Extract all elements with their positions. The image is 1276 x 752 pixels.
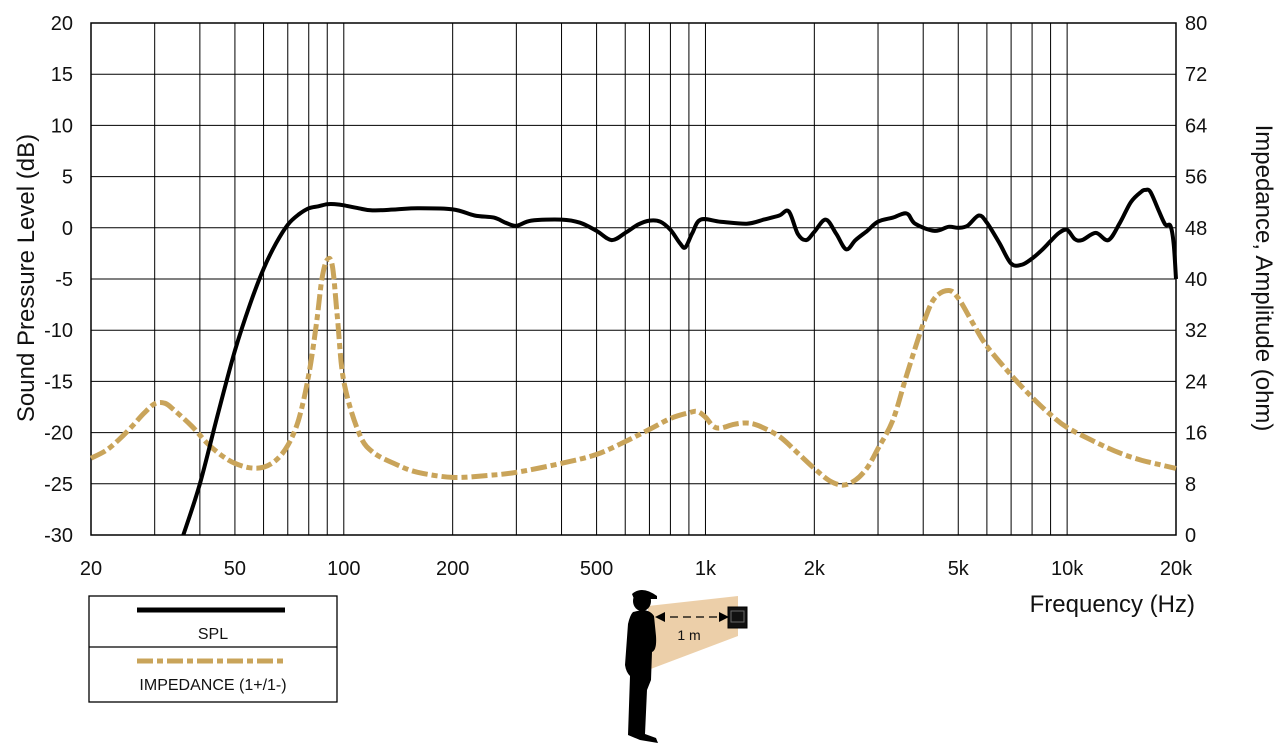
y-right-tick-label: 80 [1185, 13, 1207, 35]
x-tick-label: 10k [1051, 558, 1084, 580]
person-silhouette-icon [625, 589, 658, 743]
y-left-tick-label: -5 [55, 269, 73, 291]
x-tick-label: 20 [80, 558, 102, 580]
tick-labels: 20 50 100 200 500 1k 2k 5k 10k 20k20151050-5-10-1… [44, 13, 1207, 580]
y-axis-left-label: Sound Pressure Level (dB) [13, 134, 40, 422]
y-left-tick-label: 10 [51, 115, 73, 137]
y-left-tick-label: 20 [51, 13, 73, 35]
y-left-tick-label: -30 [44, 525, 73, 547]
y-right-tick-label: 16 [1185, 423, 1207, 445]
distance-label: 1 m [677, 627, 700, 643]
legend-label-spl: SPL [198, 626, 228, 643]
x-tick-label: 2k [804, 558, 826, 580]
y-left-tick-label: -25 [44, 474, 73, 496]
sound-cone [648, 596, 738, 670]
x-tick-label: 100 [327, 558, 360, 580]
y-right-tick-label: 72 [1185, 64, 1207, 86]
legend-label-impedance: IMPEDANCE (1+/1-) [139, 677, 286, 694]
y-left-tick-label: 0 [62, 218, 73, 240]
series-line-spl [181, 187, 1178, 536]
x-tick-label: 1k [695, 558, 717, 580]
x-tick-label: 20k [1160, 558, 1193, 580]
y-right-tick-label: 40 [1185, 269, 1207, 291]
y-axis-right-label: Impedance, Amplitude (ohm) [1250, 125, 1276, 432]
listener-illustration: 1 m [625, 589, 748, 743]
y-right-tick-label: 32 [1185, 320, 1207, 342]
y-left-tick-label: -20 [44, 423, 73, 445]
series-line-impedance [89, 255, 1177, 488]
y-left-tick-label: 15 [51, 64, 73, 86]
arrow-head-left-icon [655, 612, 665, 622]
x-tick-label: 500 [580, 558, 613, 580]
y-right-tick-label: 56 [1185, 167, 1207, 189]
x-tick-label: 5k [948, 558, 970, 580]
y-right-tick-label: 64 [1185, 115, 1207, 137]
y-right-tick-label: 8 [1185, 474, 1196, 496]
y-left-tick-label: -15 [44, 371, 73, 393]
grid [90, 22, 1177, 536]
arrow-head-right-icon [719, 612, 729, 622]
y-right-tick-label: 48 [1185, 218, 1207, 240]
y-left-tick-label: -10 [44, 320, 73, 342]
series-layer [89, 187, 1178, 536]
y-right-tick-label: 0 [1185, 525, 1196, 547]
y-right-tick-label: 24 [1185, 371, 1207, 393]
x-tick-label: 50 [224, 558, 246, 580]
legend: SPL IMPEDANCE (1+/1-) [88, 595, 338, 703]
y-left-tick-label: 5 [62, 167, 73, 189]
x-tick-label: 200 [436, 558, 469, 580]
x-axis-label: Frequency (Hz) [1030, 591, 1195, 618]
speaker-icon [727, 606, 748, 629]
